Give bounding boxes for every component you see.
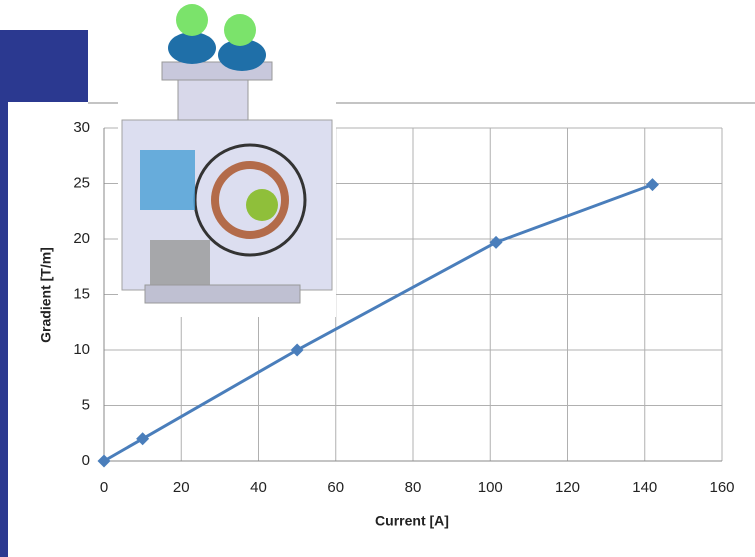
picture-part <box>145 285 300 303</box>
x-tick-label: 120 <box>555 479 580 496</box>
side-strip <box>0 100 8 557</box>
picture-part <box>150 240 210 285</box>
background <box>0 0 755 557</box>
y-tick-label: 5 <box>82 396 90 413</box>
y-tick-label: 0 <box>82 452 90 469</box>
picture-part <box>168 32 216 64</box>
x-axis-title: Current [A] <box>375 513 449 529</box>
x-tick-label: 40 <box>250 479 267 496</box>
x-tick-label: 20 <box>173 479 190 496</box>
y-tick-label: 15 <box>73 285 90 302</box>
picture-part <box>246 189 278 221</box>
y-axis-title: Gradient [T/m] <box>38 247 54 343</box>
y-tick-label: 10 <box>73 341 90 358</box>
x-tick-label: 0 <box>100 479 108 496</box>
header-block <box>0 30 88 102</box>
y-tick-label: 25 <box>73 174 90 191</box>
x-tick-label: 140 <box>632 479 657 496</box>
picture-part <box>224 14 256 46</box>
y-tick-label: 20 <box>73 230 90 247</box>
picture-part <box>140 150 195 210</box>
picture-part <box>178 80 248 120</box>
page: 0 5 10 15 20 25 30 0 20 40 60 80 100 120 140 160 Curren… <box>0 0 755 557</box>
x-tick-label: 80 <box>405 479 422 496</box>
x-tick-label: 100 <box>478 479 503 496</box>
x-tick-label: 160 <box>709 479 734 496</box>
y-tick-label: 30 <box>73 119 90 136</box>
x-tick-label: 60 <box>327 479 344 496</box>
picture-part <box>176 4 208 36</box>
